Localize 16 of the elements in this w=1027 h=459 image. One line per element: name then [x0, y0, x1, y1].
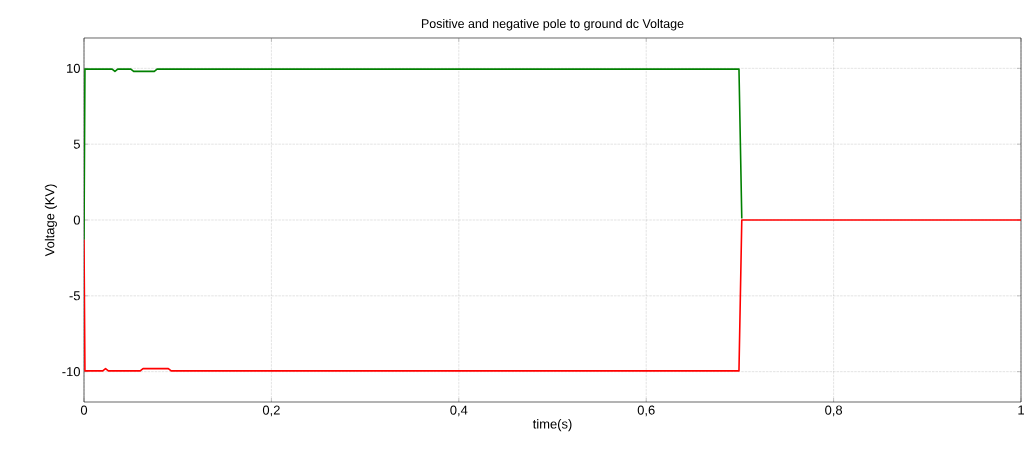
- x-tick-label: 0,6: [637, 405, 655, 417]
- y-tick-label: 5: [73, 139, 80, 149]
- x-tick-label: 0,2: [262, 405, 280, 417]
- line-series: [84, 68, 743, 241]
- y-tick-label: -10: [62, 367, 80, 377]
- y-tick-label: 10: [67, 63, 80, 73]
- y-tick-label: 0: [73, 215, 80, 225]
- line-series: [84, 219, 1022, 372]
- x-tick-label: 0,8: [825, 405, 843, 417]
- y-axis-title: Voltage (KV): [44, 184, 57, 257]
- x-tick-label: 1: [1018, 405, 1024, 415]
- x-tick-label: 0,4: [450, 405, 468, 417]
- x-axis-title: time(s): [532, 419, 572, 432]
- x-tick-label: 0: [80, 405, 88, 415]
- y-tick-label: -5: [69, 291, 80, 301]
- chart-title: Positive and negative pole to ground dc Voltage: [421, 18, 684, 31]
